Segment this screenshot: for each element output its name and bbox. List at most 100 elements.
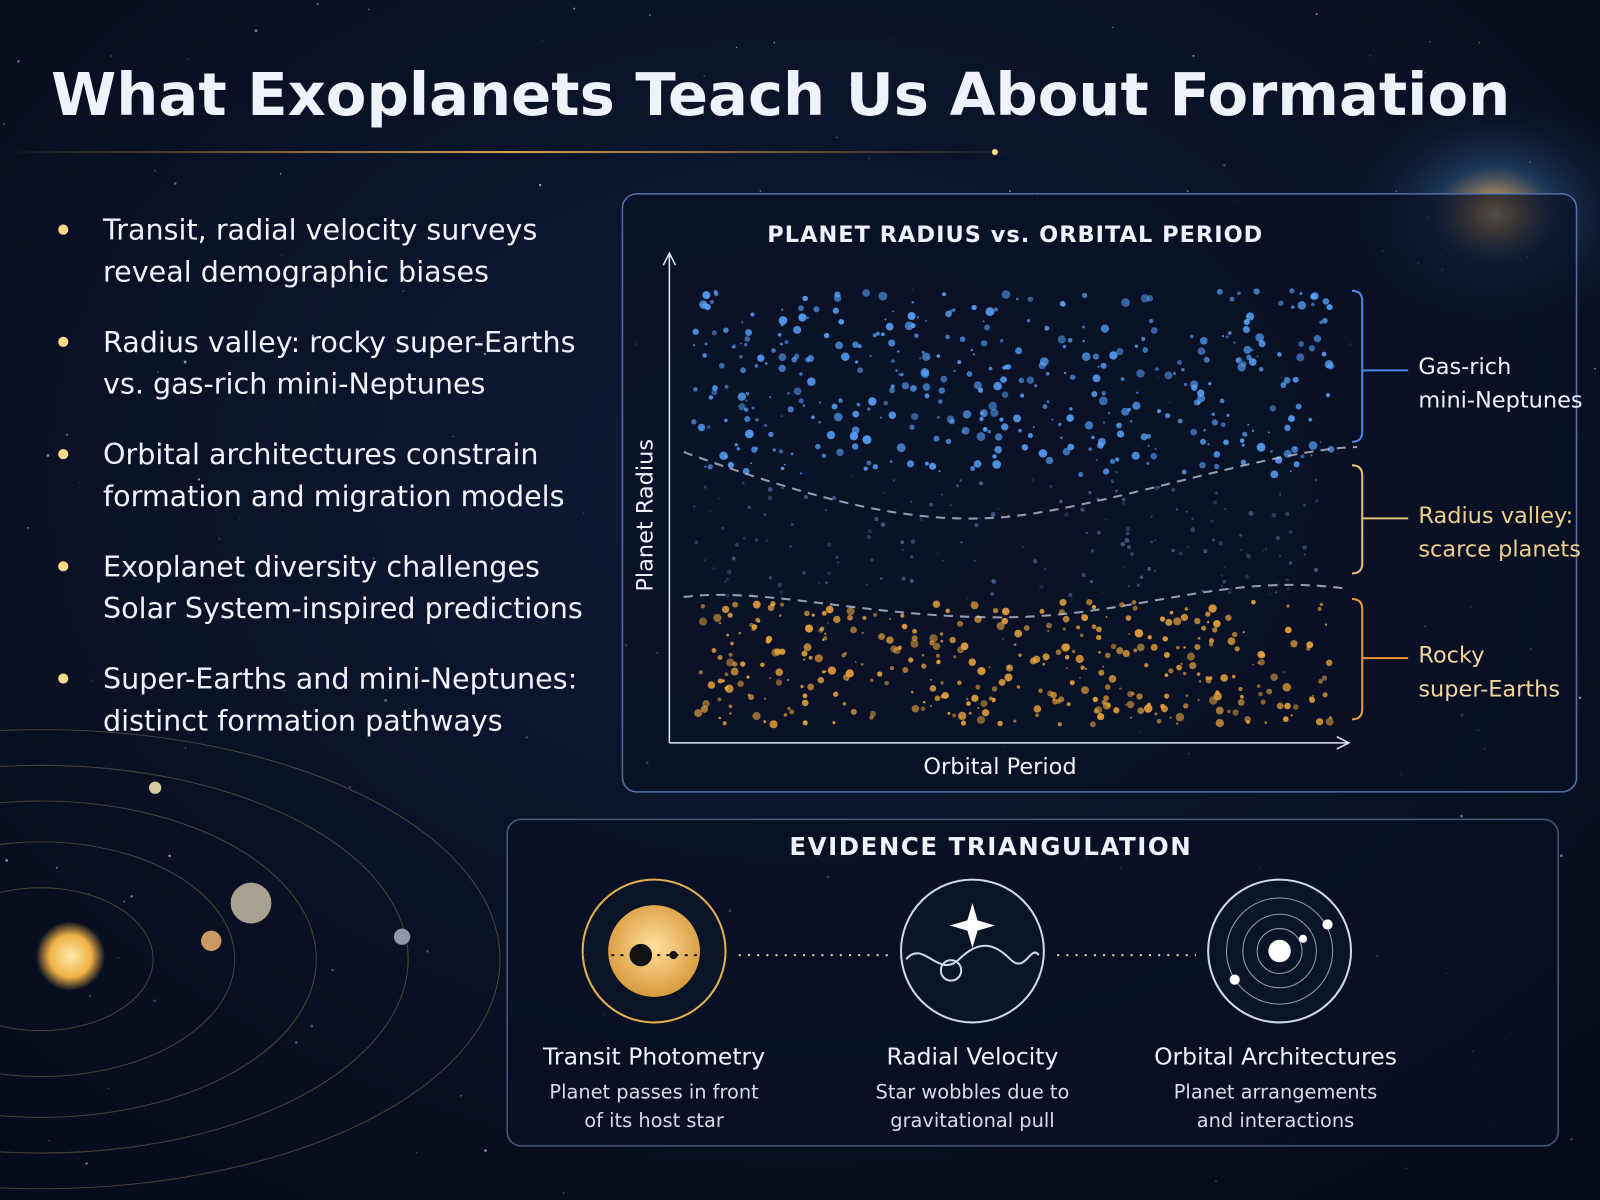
dot [1251,429,1255,433]
dot [901,623,908,630]
dot [1013,643,1017,647]
dot [1097,438,1106,446]
dot [938,387,946,394]
dot [1108,675,1117,683]
star [402,290,404,292]
dot [1284,702,1291,710]
dot [990,512,996,517]
dot [1134,628,1144,638]
star [562,1192,565,1194]
dot [1020,393,1025,398]
method-description: Star wobbles due to [876,1080,1070,1103]
dot [895,369,898,372]
dot [1018,428,1022,433]
dot [970,348,973,352]
dot [1208,604,1217,613]
dot [1266,688,1273,695]
dot [1081,352,1091,361]
dot [1176,664,1182,671]
dot [798,398,804,404]
dot [1203,428,1207,432]
star [1478,41,1481,44]
dot [1264,721,1268,725]
dot [742,536,746,540]
star [130,895,133,898]
dot [721,526,725,531]
star [197,478,201,481]
dot [1267,431,1270,434]
dot [889,666,894,671]
dot [984,324,991,331]
dot [1066,414,1074,422]
dot [691,419,697,425]
dot [781,486,784,490]
dot [1185,510,1188,513]
dot [1319,320,1323,325]
dot [804,610,810,617]
dot [949,636,956,644]
dot [752,600,761,609]
dot [1260,699,1266,705]
dot [849,431,859,441]
dot [1311,694,1315,697]
star [1424,72,1426,74]
dot [1214,463,1220,470]
dot [787,678,790,682]
dot [1219,398,1225,404]
dot [1310,292,1319,300]
dot [1300,454,1305,459]
dot [1130,420,1133,423]
dot [896,443,906,453]
dot [852,410,860,418]
dot [824,509,827,512]
dot [1058,422,1062,427]
dot [1089,721,1096,728]
dot [833,691,839,697]
dot [1023,625,1030,631]
star [483,352,487,356]
dot [1325,393,1331,398]
dot [968,658,977,666]
dot [1245,552,1248,555]
dot [787,406,794,413]
dot [976,715,985,724]
star [108,1088,110,1089]
dot [755,446,759,450]
dot [1284,577,1289,582]
dot [1157,485,1161,489]
dot [1208,676,1213,680]
dot [909,424,915,431]
dot [777,332,782,337]
star [527,416,529,418]
dot [1265,548,1267,551]
dot [878,633,886,641]
dot [1293,461,1300,468]
dot [1221,335,1225,338]
dot [1212,627,1218,633]
dot [911,635,918,642]
star [153,999,156,1003]
dot [850,626,857,634]
dot [744,415,751,422]
orbit-icon [1207,878,1353,1024]
dot [757,354,765,362]
dot [808,655,813,660]
dot [945,334,951,340]
dot [802,720,808,726]
rv-icon [900,878,1045,1024]
dot [1140,294,1150,303]
dot [745,391,750,396]
dot [1001,607,1010,616]
dot [1075,654,1084,664]
dot [1013,414,1022,423]
dot [1237,291,1241,296]
dot [783,713,788,717]
plot-panel [621,193,1578,793]
rule-spark [991,148,998,156]
dot [1042,653,1050,661]
dot [1001,423,1009,431]
star [939,803,940,805]
dot [1321,675,1328,681]
star [1223,163,1226,167]
